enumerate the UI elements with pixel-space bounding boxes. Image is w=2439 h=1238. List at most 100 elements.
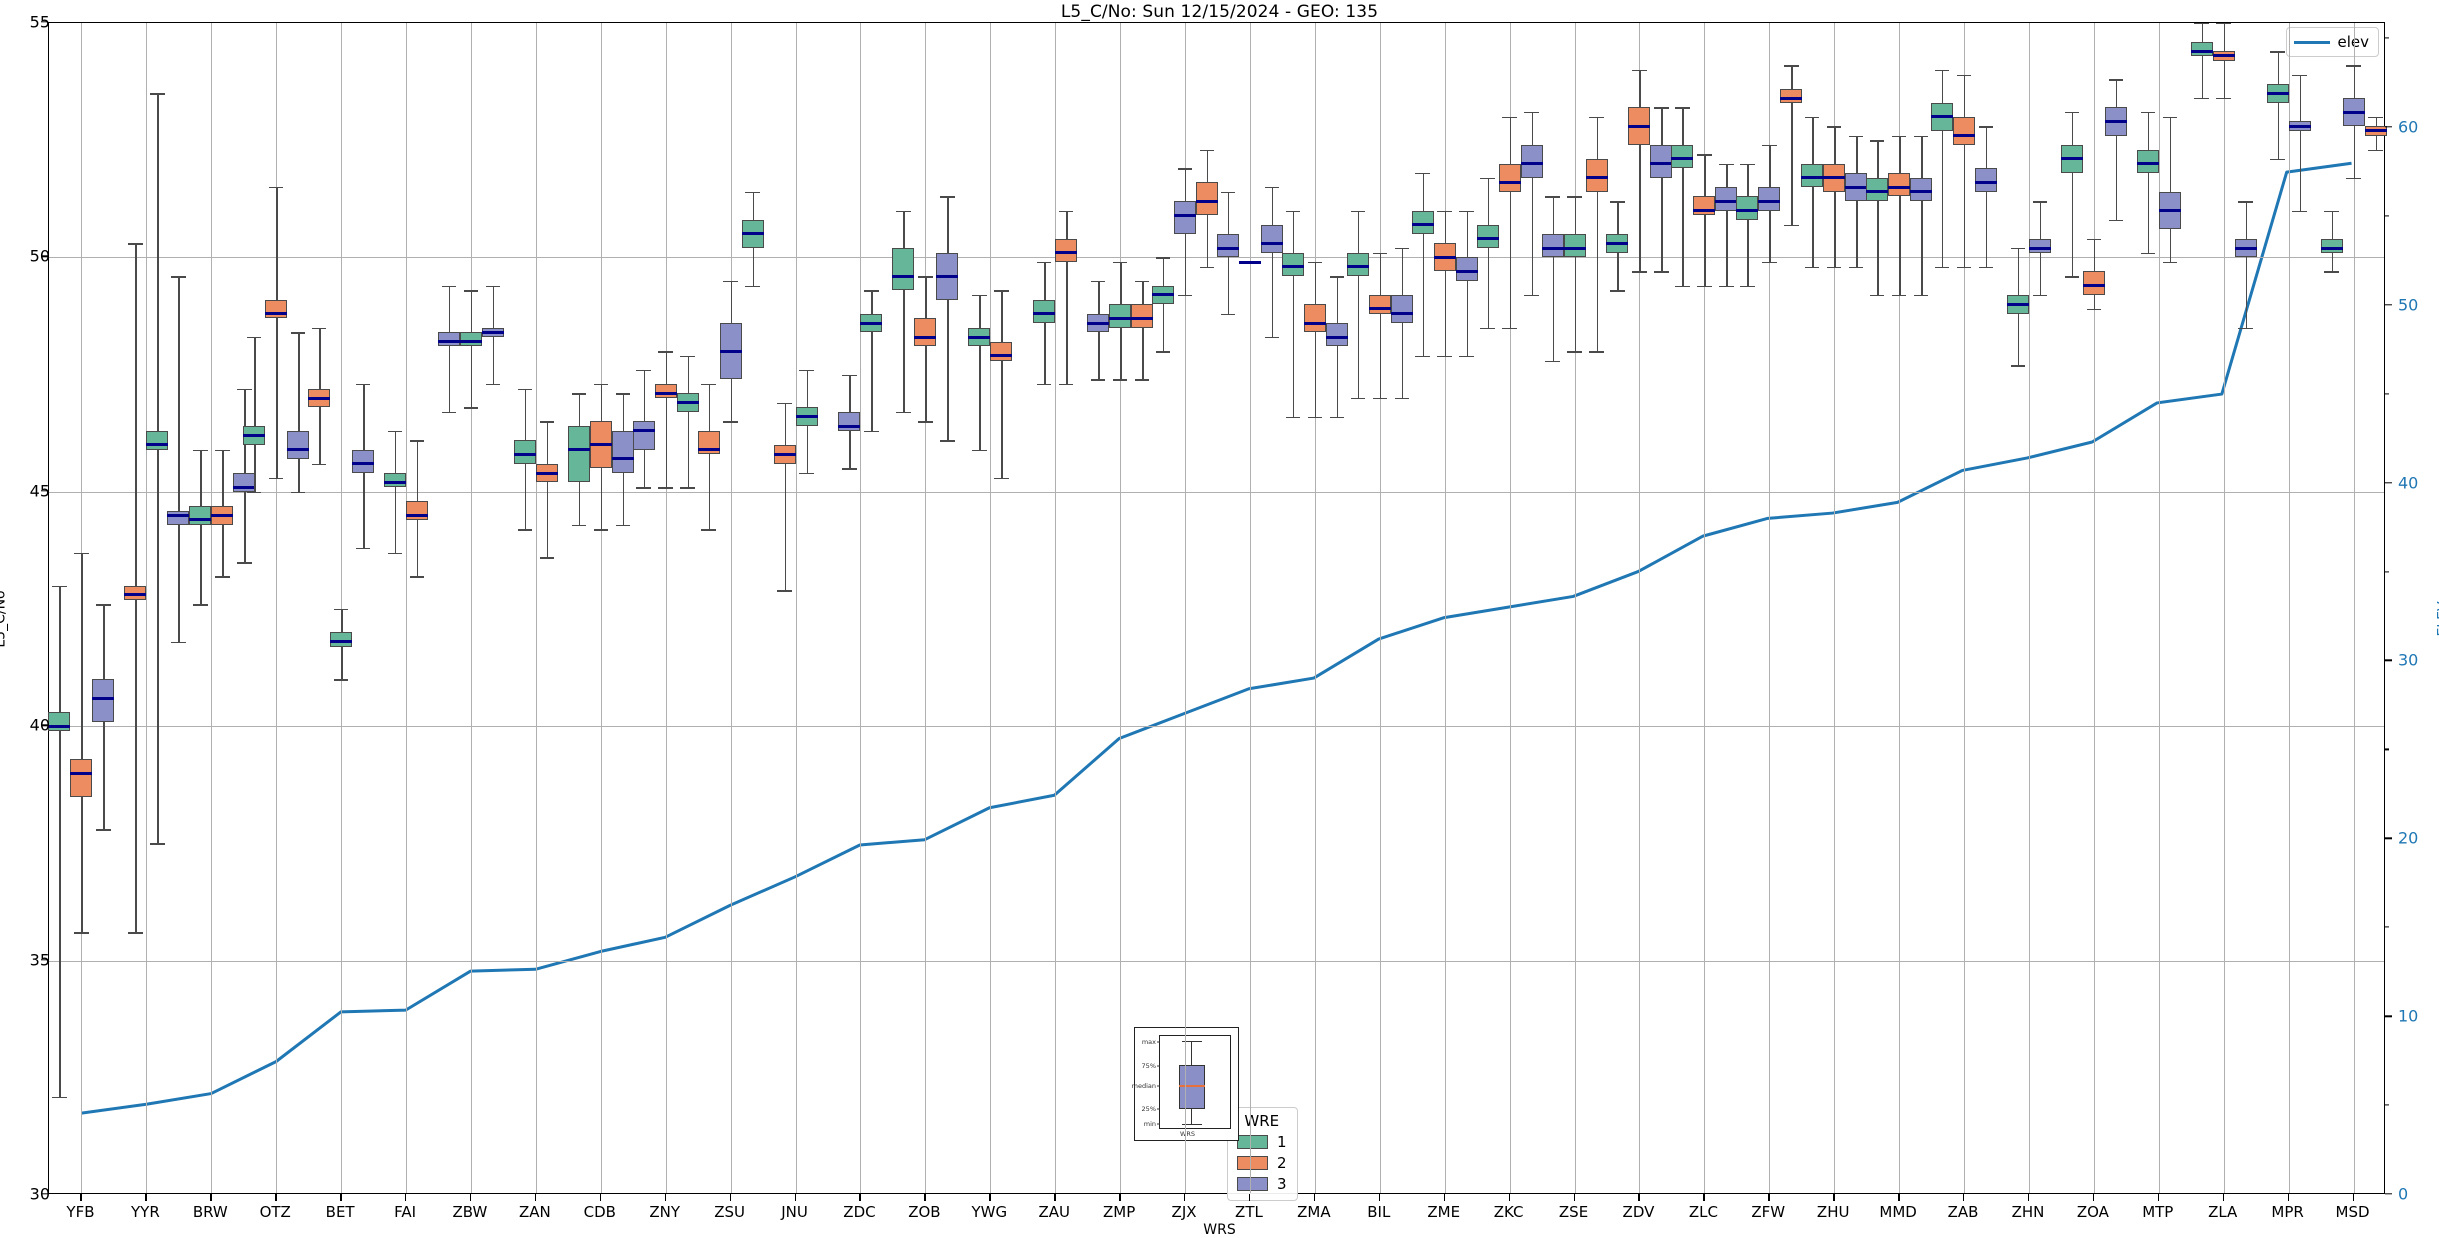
- whisker-cap-upper: [2324, 210, 2339, 212]
- median-line: [1174, 213, 1197, 217]
- box-ywg-wre2[interactable]: [990, 341, 1013, 361]
- box-brw-wre1[interactable]: [189, 505, 212, 525]
- box-zfw-wre3[interactable]: [1758, 187, 1781, 211]
- box-zau-wre2[interactable]: [1055, 238, 1078, 263]
- box-zdc-wre3[interactable]: [838, 412, 861, 431]
- box-zse-wre2[interactable]: [1585, 158, 1608, 192]
- whisker-cap-upper: [571, 393, 587, 395]
- wre-legend[interactable]: WRE 1 2 3: [1227, 1107, 1298, 1201]
- whisker-upper: [298, 332, 300, 431]
- whisker-lower: [578, 482, 581, 525]
- y-tick-right: 40: [2398, 473, 2419, 493]
- whisker-cap-lower: [441, 412, 457, 414]
- box-zhu-wre1[interactable]: [1801, 163, 1824, 188]
- median-line: [2288, 124, 2311, 128]
- box-zma-wre1[interactable]: [1281, 252, 1304, 277]
- box-zab-wre3[interactable]: [1975, 168, 1998, 192]
- x-tick-mark: [1638, 1194, 1640, 1201]
- box-cdb-wre3[interactable]: [611, 430, 634, 474]
- whisker-cap-lower: [1697, 285, 1712, 287]
- elev-legend[interactable]: elev: [2286, 27, 2379, 57]
- box-zan-wre1[interactable]: [513, 440, 536, 464]
- box-mmd-wre1[interactable]: [1866, 177, 1889, 202]
- whisker-cap-upper: [1545, 196, 1560, 198]
- whisker-upper: [1639, 69, 1641, 108]
- x-tick-mark: [1508, 1194, 1511, 1201]
- box-zma-wre3[interactable]: [1325, 323, 1348, 347]
- box-zny-wre3[interactable]: [632, 421, 655, 450]
- box-zme-wre1[interactable]: [1411, 210, 1434, 234]
- whisker-upper: [1185, 168, 1187, 202]
- whisker-upper: [1682, 107, 1684, 145]
- box-ztl-wre3[interactable]: [1216, 233, 1239, 258]
- box-zlc-wre2[interactable]: [1693, 196, 1716, 216]
- box-zma-wre2[interactable]: [1303, 304, 1326, 333]
- box-zoa-wre2[interactable]: [2082, 271, 2105, 295]
- median-line: [2266, 91, 2289, 95]
- box-yfb-wre1[interactable]: [48, 712, 71, 731]
- whisker-cap-lower: [723, 421, 738, 423]
- median-line: [308, 396, 331, 400]
- box-mtp-wre1[interactable]: [2136, 149, 2159, 173]
- box-yfb-wre3[interactable]: [92, 679, 115, 722]
- whisker-cap-lower: [1112, 379, 1128, 381]
- box-zob-wre1[interactable]: [892, 248, 915, 291]
- median-line: [1196, 199, 1219, 203]
- box-mmd-wre2[interactable]: [1888, 173, 1911, 197]
- box-zkc-wre1[interactable]: [1476, 224, 1499, 249]
- box-zlc-wre1[interactable]: [1671, 144, 1694, 169]
- y-tick-left: 30: [29, 1184, 50, 1204]
- box-zse-wre1[interactable]: [1563, 233, 1586, 258]
- wre-legend-item-2[interactable]: 2: [1237, 1154, 1287, 1172]
- box-zjx-wre2[interactable]: [1196, 182, 1219, 216]
- box-cdb-wre1[interactable]: [567, 426, 590, 483]
- box-yfb-wre2[interactable]: [70, 759, 93, 797]
- box-zse-wre3[interactable]: [1541, 233, 1564, 258]
- whisker-upper: [708, 383, 711, 431]
- whisker-cap-lower: [2140, 252, 2156, 255]
- y-tick-mark-right: [2385, 126, 2392, 128]
- whisker-cap-upper: [918, 276, 933, 278]
- whisker-cap-upper: [1220, 191, 1236, 194]
- box-brw-wre3[interactable]: [167, 510, 190, 525]
- box-mmd-wre3[interactable]: [1910, 177, 1933, 202]
- box-zjx-wre3[interactable]: [1174, 201, 1197, 234]
- box-zkc-wre2[interactable]: [1498, 163, 1521, 192]
- box-zau-wre1[interactable]: [1033, 299, 1056, 324]
- x-tick-mark: [2287, 1194, 2290, 1201]
- box-yyr-wre1[interactable]: [146, 430, 169, 450]
- box-otz-wre3[interactable]: [287, 430, 310, 459]
- box-zmp-wre1[interactable]: [1109, 304, 1132, 328]
- whisker-lower: [2299, 130, 2302, 211]
- whisker-upper: [1444, 210, 1447, 244]
- box-bil-wre1[interactable]: [1346, 252, 1369, 277]
- box-zkc-wre3[interactable]: [1520, 144, 1543, 178]
- median-line: [1476, 237, 1499, 241]
- whisker-cap-lower: [74, 932, 89, 934]
- whisker-lower: [1185, 233, 1187, 295]
- box-zmp-wre2[interactable]: [1131, 304, 1154, 328]
- whisker-cap-lower: [52, 1096, 67, 1098]
- whisker-lower: [1942, 130, 1944, 267]
- box-otz-wre2[interactable]: [265, 299, 288, 319]
- gridline-vertical: [1964, 23, 1966, 1193]
- box-ztl-wre3[interactable]: [1260, 224, 1283, 253]
- x-tick-mark: [1119, 1194, 1121, 1201]
- whisker-lower: [1207, 215, 1209, 267]
- box-zab-wre2[interactable]: [1953, 116, 1976, 145]
- box-bet-wre3[interactable]: [352, 449, 375, 474]
- x-tick-label-zbw: ZBW: [452, 1203, 488, 1221]
- box-zfw-wre1[interactable]: [1736, 196, 1759, 220]
- whisker-upper: [448, 285, 451, 333]
- box-brw-wre3[interactable]: [233, 473, 256, 492]
- wre-legend-title: WRE: [1244, 1112, 1280, 1130]
- box-bil-wre3[interactable]: [1390, 294, 1413, 324]
- wre-legend-item-3[interactable]: 3: [1237, 1175, 1287, 1193]
- box-zob-wre2[interactable]: [914, 318, 937, 347]
- box-zme-wre3[interactable]: [1455, 257, 1478, 281]
- box-bil-wre2[interactable]: [1368, 294, 1391, 314]
- box-fai-wre2[interactable]: [406, 501, 429, 520]
- wre-legend-item-1[interactable]: 1: [1237, 1133, 1287, 1151]
- median-line: [1780, 96, 1803, 100]
- whisker-upper: [1596, 116, 1598, 159]
